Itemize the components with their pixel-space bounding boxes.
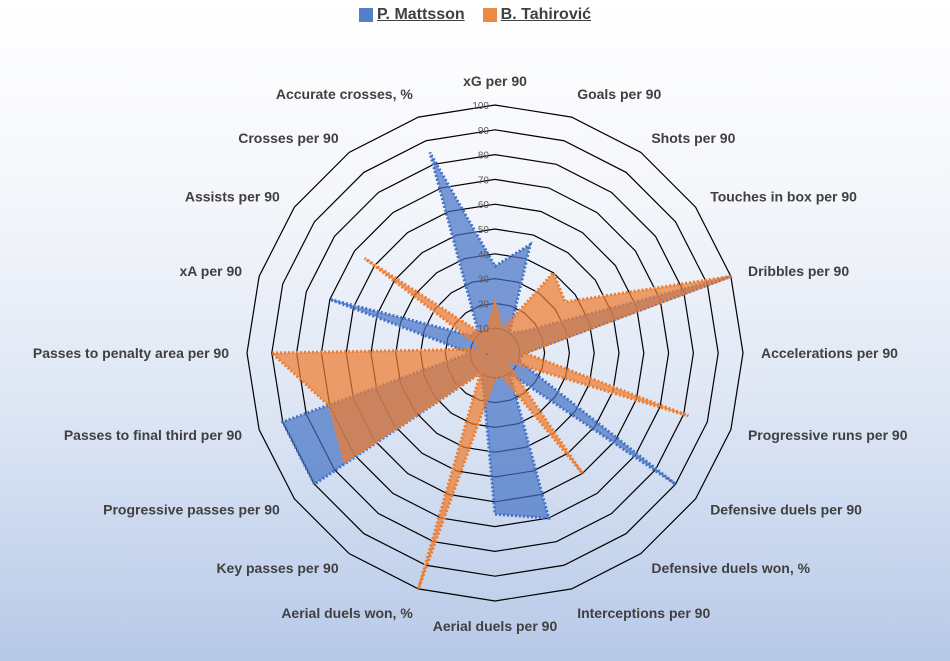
tick-label: - [486,349,489,360]
legend-item-tahirovic[interactable]: B. Tahirović [482,6,592,24]
legend-item-mattsson[interactable]: P. Mattsson [358,6,465,24]
axis-label: Key passes per 90 [216,560,338,576]
legend: P. Mattsson B. Tahirović [0,6,950,24]
axis-label: Accurate crosses, % [276,86,414,102]
axis-label: Progressive passes per 90 [103,501,280,517]
axis-label: Touches in box per 90 [710,189,857,205]
tick-label: 20 [478,299,490,310]
tick-label: 80 [478,151,490,162]
axis-label: Defensive duels won, % [651,560,810,576]
axis-label: Interceptions per 90 [577,605,710,621]
grid-ring-10 [246,104,744,602]
tick-label: 60 [478,200,490,211]
tick-label: 30 [478,275,490,286]
legend-label-mattsson: P. Mattsson [376,6,465,23]
axis-label: xA per 90 [180,263,243,279]
axis-label: Goals per 90 [577,86,661,102]
series-1-area[interactable] [268,256,732,590]
grid-ring-9 [271,129,719,577]
axis-label: Dribbles per 90 [748,263,849,279]
axis-label: Aerial duels per 90 [433,618,558,634]
tick-label: 50 [478,225,490,236]
grid-ring-8 [295,153,695,553]
axis-label: Shots per 90 [651,130,735,146]
axis-label: Crosses per 90 [238,130,339,146]
tick-label: 10 [478,324,490,335]
axis-label: xG per 90 [463,73,527,89]
axis-label: Aerial duels won, % [281,605,413,621]
tick-label: 70 [478,175,490,186]
legend-swatch-tahirovic [482,8,497,22]
axis-label: Passes to final third per 90 [64,427,242,443]
axis-label: Defensive duels per 90 [710,501,862,517]
axis-label: Accelerations per 90 [761,345,898,361]
legend-swatch-mattsson [358,8,373,22]
axis-label: Assists per 90 [185,189,280,205]
tick-label: 100 [472,101,489,112]
tick-label: 40 [478,250,490,261]
tick-label: 90 [478,126,490,137]
axis-label: Progressive runs per 90 [748,427,908,443]
axis-label: Passes to penalty area per 90 [33,345,229,361]
grid-ring-7 [320,178,670,528]
legend-label-tahirovic: B. Tahirović [500,6,592,23]
